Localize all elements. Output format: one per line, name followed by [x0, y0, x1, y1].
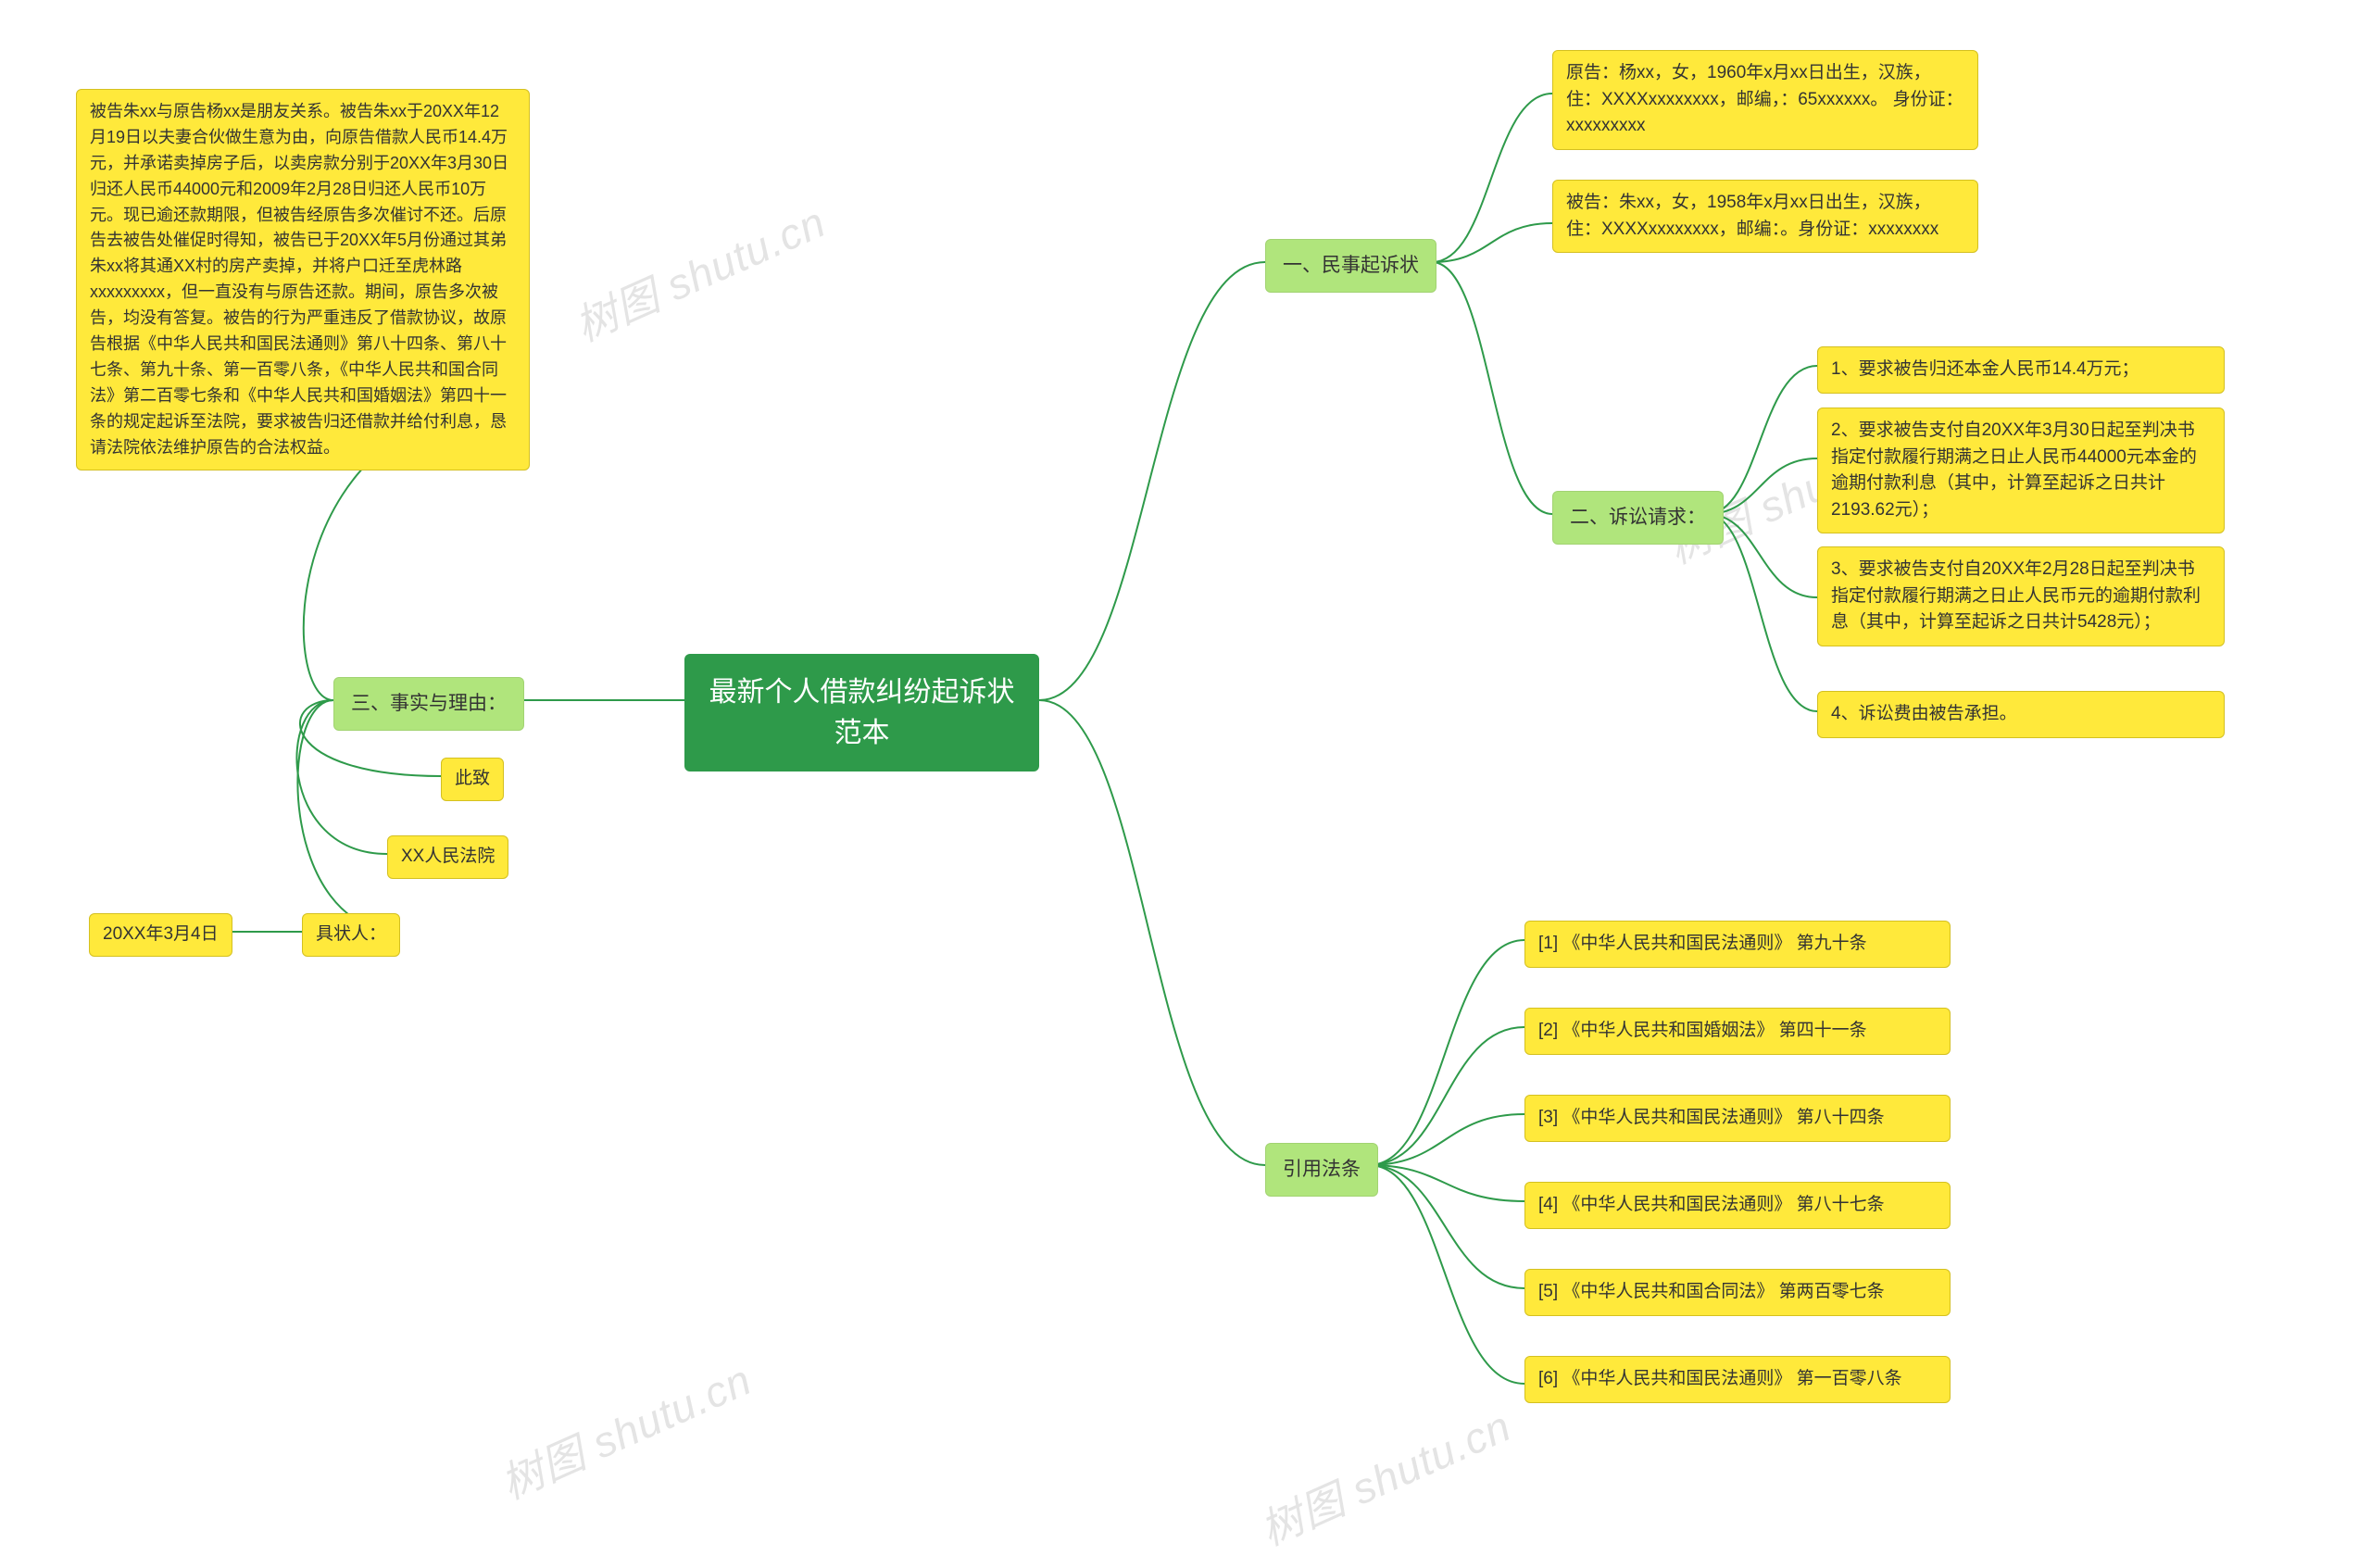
leaf-court: XX人民法院	[387, 835, 508, 879]
branch-civil-complaint: 一、民事起诉状	[1265, 239, 1436, 293]
leaf-law-3: [3] 《中华人民共和国民法通则》 第八十四条	[1524, 1095, 1951, 1142]
root-line1: 最新个人借款纠纷起诉状	[707, 672, 1017, 713]
leaf-claim-1: 1、要求被告归还本金人民币14.4万元；	[1817, 346, 2225, 394]
leaf-law-5: [5] 《中华人民共和国合同法》 第两百零七条	[1524, 1269, 1951, 1316]
root-node: 最新个人借款纠纷起诉状 范本	[684, 654, 1039, 771]
branch-cited-laws: 引用法条	[1265, 1143, 1378, 1197]
leaf-law-4: [4] 《中华人民共和国民法通则》 第八十七条	[1524, 1182, 1951, 1229]
leaf-plaintiff: 原告：杨xx，女，1960年x月xx日出生，汉族，住：XXXXxxxxxxxx，…	[1552, 50, 1978, 150]
leaf-declarant: 具状人：	[302, 913, 400, 957]
leaf-claim-3: 3、要求被告支付自20XX年2月28日起至判决书指定付款履行期满之日止人民币元的…	[1817, 546, 2225, 646]
leaf-law-1: [1] 《中华人民共和国民法通则》 第九十条	[1524, 921, 1951, 968]
leaf-claim-4: 4、诉讼费由被告承担。	[1817, 691, 2225, 738]
root-line2: 范本	[707, 713, 1017, 754]
watermark: 树图 shutu.cn	[1249, 1393, 1519, 1558]
leaf-law-6: [6] 《中华人民共和国民法通则》 第一百零八条	[1524, 1356, 1951, 1403]
leaf-facts-paragraph: 被告朱xx与原告杨xx是朋友关系。被告朱xx于20XX年12月19日以夫妻合伙做…	[76, 89, 530, 470]
leaf-claim-2: 2、要求被告支付自20XX年3月30日起至判决书指定付款履行期满之日止人民币44…	[1817, 408, 2225, 533]
watermark: 树图 shutu.cn	[490, 1347, 759, 1512]
watermark: 树图 shutu.cn	[564, 189, 834, 354]
leaf-sincerely: 此致	[441, 758, 504, 801]
leaf-law-2: [2] 《中华人民共和国婚姻法》 第四十一条	[1524, 1008, 1951, 1055]
branch-facts-reasons: 三、事实与理由：	[333, 677, 524, 731]
leaf-date: 20XX年3月4日	[89, 913, 232, 957]
branch-claims: 二、诉讼请求：	[1552, 491, 1724, 545]
leaf-defendant: 被告：朱xx，女，1958年x月xx日出生，汉族，住：XXXXxxxxxxxx，…	[1552, 180, 1978, 253]
